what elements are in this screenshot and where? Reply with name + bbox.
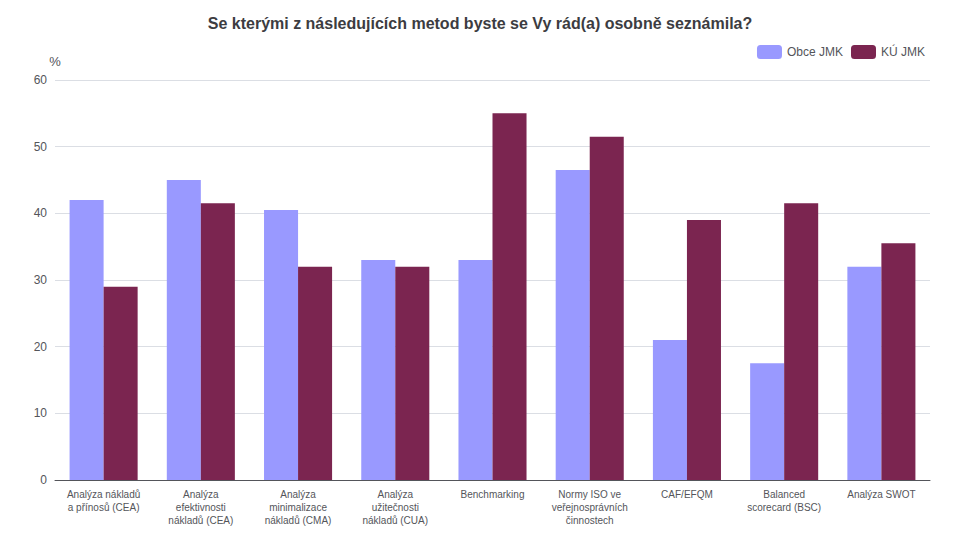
svg-text:Normy ISO ve: Normy ISO ve [558,489,621,500]
svg-text:20: 20 [34,340,48,354]
svg-text:Se kterými z následujících met: Se kterými z následujících metod byste s… [208,15,752,32]
svg-text:a přínosů (CEA): a přínosů (CEA) [68,502,140,513]
svg-text:Benchmarking: Benchmarking [461,489,525,500]
svg-text:50: 50 [34,140,48,154]
svg-text:činnostech: činnostech [566,515,614,526]
svg-text:nákladů (CMA): nákladů (CMA) [265,515,332,526]
svg-text:Balanced: Balanced [763,489,805,500]
svg-text:Analýza SWOT: Analýza SWOT [847,489,915,500]
svg-text:veřejnosprávních: veřejnosprávních [552,502,628,513]
svg-text:minimalizace: minimalizace [269,502,327,513]
svg-text:nákladů (CUA): nákladů (CUA) [362,515,428,526]
svg-text:Analýza nákladů: Analýza nákladů [67,489,140,500]
svg-text:CAF/EFQM: CAF/EFQM [661,489,713,500]
svg-text:10: 10 [34,406,48,420]
svg-text:30: 30 [34,273,48,287]
svg-text:Analýza: Analýza [183,489,219,500]
svg-text:užitečnosti: užitečnosti [372,502,419,513]
svg-text:Obce JMK: Obce JMK [787,45,843,59]
svg-text:Analýza: Analýza [377,489,413,500]
svg-text:Analýza: Analýza [280,489,316,500]
svg-text:0: 0 [40,473,47,487]
svg-text:nákladů (CEA): nákladů (CEA) [168,515,233,526]
svg-text:efektivnosti: efektivnosti [176,502,226,513]
svg-text:60: 60 [34,73,48,87]
svg-text:40: 40 [34,206,48,220]
svg-text:scorecard (BSC): scorecard (BSC) [747,502,821,513]
svg-text:%: % [49,54,61,69]
svg-text:KÚ JMK: KÚ JMK [881,44,925,59]
